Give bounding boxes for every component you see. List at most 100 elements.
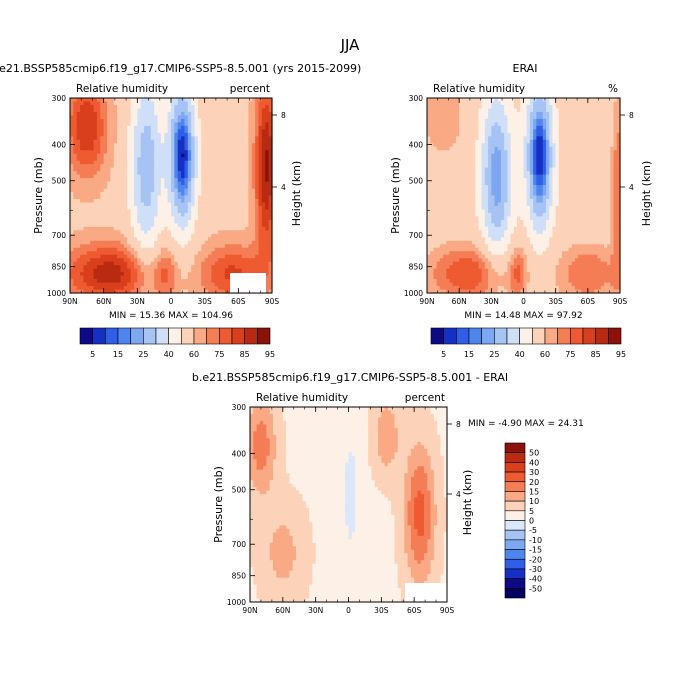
contour-cell	[427, 275, 431, 280]
contour-cell	[103, 174, 108, 179]
contour-cell	[187, 198, 192, 204]
contour-cell	[446, 219, 451, 224]
contour-cell	[96, 223, 101, 228]
contour-cell	[248, 198, 253, 204]
contour-cell	[481, 192, 486, 197]
contour-cell	[433, 219, 438, 224]
contour-cell	[436, 153, 441, 158]
contour-cell	[110, 268, 115, 273]
contour-cell	[140, 104, 145, 110]
contour-cell	[251, 104, 256, 110]
contour-cell	[251, 268, 256, 273]
contour-cell	[245, 132, 250, 137]
contour-cell	[497, 254, 502, 259]
contour-cell	[167, 167, 172, 172]
contour-cell	[214, 282, 219, 287]
contour-cell	[181, 230, 186, 235]
contour-cell	[484, 219, 489, 224]
contour-cell	[245, 233, 250, 238]
contour-cell	[449, 247, 454, 252]
contour-cell	[481, 226, 486, 231]
contour-cell	[439, 289, 444, 294]
contour-cell	[181, 122, 186, 127]
contour-cell	[446, 101, 451, 106]
contour-cell	[459, 237, 463, 242]
contour-cell	[70, 261, 74, 266]
contour-cell	[248, 153, 253, 158]
contour-cell	[204, 261, 209, 266]
contour-cell	[181, 247, 186, 252]
contour-cell	[140, 275, 145, 280]
contour-cell	[265, 251, 270, 256]
contour-cell	[497, 143, 502, 148]
contour-cell	[255, 240, 260, 245]
contour-cell	[218, 202, 223, 207]
contour-cell	[478, 104, 483, 110]
contour-cell	[510, 118, 515, 123]
contour-cell	[248, 101, 253, 106]
contour-cell	[465, 240, 470, 245]
contour-cell	[481, 150, 486, 155]
contour-cell	[224, 268, 229, 273]
contour-cell	[117, 289, 122, 294]
contour-cell	[443, 265, 447, 270]
contour-cell	[154, 153, 159, 158]
contour-cell	[218, 240, 223, 245]
contour-cell	[484, 212, 489, 217]
contour-cell	[507, 223, 512, 228]
contour-cell	[452, 279, 457, 284]
contour-cell	[90, 185, 95, 190]
contour-cell	[130, 198, 135, 204]
contour-cell	[478, 192, 483, 197]
contour-cell	[167, 192, 172, 197]
contour-cell	[117, 286, 122, 291]
contour-cell	[231, 132, 236, 137]
contour-cell	[265, 125, 270, 130]
contour-cell	[83, 118, 88, 123]
contour-cell	[117, 118, 122, 123]
contour-cell	[446, 160, 451, 165]
contour-cell	[504, 247, 509, 252]
contour-cell	[224, 192, 229, 197]
contour-cell	[86, 192, 91, 197]
contour-cell	[117, 143, 122, 148]
contour-cell	[468, 265, 473, 270]
contour-cell	[472, 104, 476, 110]
contour-cell	[459, 167, 463, 172]
contour-cell	[110, 247, 115, 252]
contour-cell	[93, 289, 98, 294]
contour-cell	[133, 181, 138, 186]
contour-cell	[455, 111, 460, 117]
contour-cell	[164, 132, 169, 137]
contour-cell	[513, 125, 518, 130]
contour-cell	[110, 202, 115, 207]
contour-cell	[167, 268, 172, 273]
contour-cell	[120, 125, 125, 130]
contour-cell	[204, 279, 209, 284]
contour-cell	[171, 202, 175, 207]
contour-cell	[117, 212, 122, 217]
contour-cell	[130, 219, 135, 224]
contour-cell	[73, 118, 78, 123]
contour-cell	[117, 171, 122, 176]
contour-cell	[472, 185, 476, 190]
contour-cell	[184, 122, 189, 127]
contour-cell	[455, 171, 460, 176]
contour-cell	[204, 143, 209, 148]
contour-cell	[140, 261, 145, 266]
contour-cell	[430, 132, 435, 137]
contour-cell	[433, 188, 438, 193]
contour-cell	[160, 111, 165, 117]
contour-cell	[100, 244, 105, 249]
contour-cell	[171, 237, 175, 242]
contour-cell	[73, 233, 78, 238]
contour-cell	[181, 226, 186, 231]
contour-cell	[150, 205, 155, 211]
contour-cell	[494, 146, 499, 151]
contour-cell	[449, 108, 454, 113]
contour-cell	[224, 230, 229, 235]
contour-cell	[224, 157, 229, 162]
contour-cell	[238, 226, 243, 231]
contour-cell	[427, 143, 431, 148]
contour-cell	[96, 139, 101, 144]
